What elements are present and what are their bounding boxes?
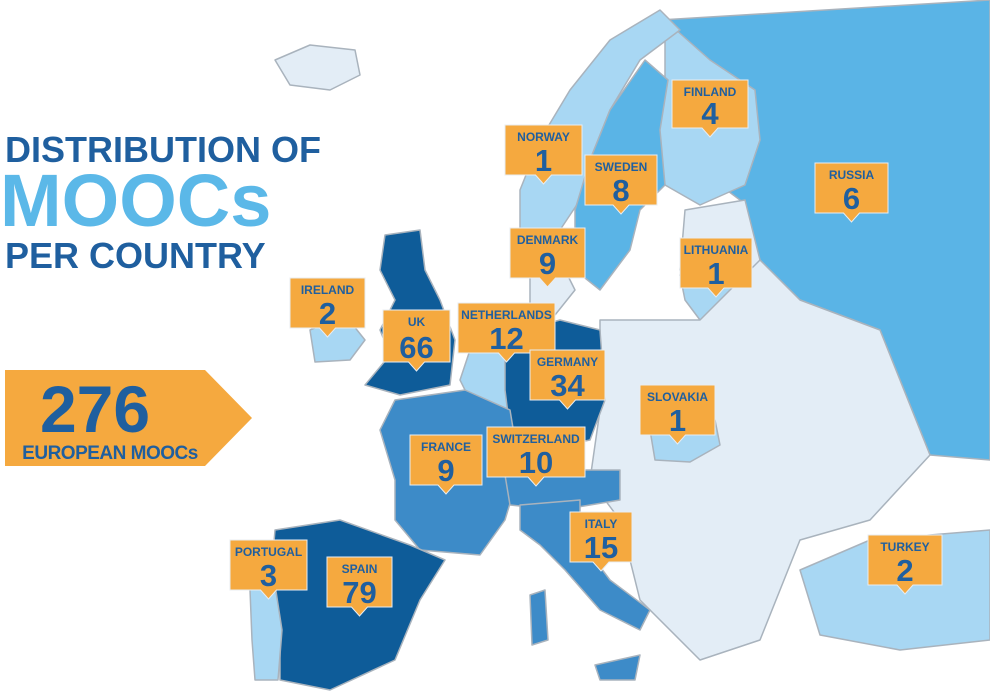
country-count: 1 — [707, 256, 724, 291]
country-count: 8 — [612, 173, 629, 208]
country-count: 79 — [342, 575, 376, 610]
label-box — [671, 79, 749, 138]
label-box — [486, 426, 586, 487]
country-name: PORTUGAL — [235, 545, 302, 559]
country-name: DENMARK — [517, 233, 579, 247]
country-count: 10 — [519, 445, 553, 480]
country-name: ITALY — [585, 517, 618, 531]
country-name: NETHERLANDS — [461, 308, 552, 322]
label-box — [529, 349, 606, 410]
country-name: SPAIN — [342, 562, 378, 576]
country-name: NORWAY — [517, 130, 570, 144]
country-count: 2 — [896, 553, 913, 588]
label-box — [504, 124, 583, 185]
country-count: 15 — [584, 530, 618, 565]
country-name: IRELAND — [301, 283, 355, 297]
title: DISTRIBUTION OF MOOCs PER COUNTRY — [0, 129, 321, 276]
country-name: SWITZERLAND — [492, 432, 580, 446]
label-box — [569, 511, 633, 572]
region-iceland — [274, 44, 361, 91]
country-count: 6 — [843, 181, 860, 216]
total-label: EUROPEAN MOOCs — [22, 443, 198, 464]
title-line-2: MOOCs — [0, 159, 271, 242]
country-name: RUSSIA — [829, 168, 875, 182]
label-box — [382, 309, 451, 372]
title-line-3: PER COUNTRY — [5, 235, 266, 276]
country-count: 34 — [550, 368, 585, 403]
country-count: 4 — [701, 96, 719, 131]
country-name: FRANCE — [421, 440, 471, 454]
region-sicily — [594, 654, 641, 681]
label-box — [457, 302, 556, 363]
country-name: SWEDEN — [595, 160, 648, 174]
country-name: FINLAND — [684, 85, 737, 99]
title-line-1: DISTRIBUTION OF — [5, 129, 321, 170]
total-banner: 276 EUROPEAN MOOCs — [5, 370, 252, 466]
country-name: LITHUANIA — [684, 243, 749, 257]
label-box — [814, 162, 889, 223]
country-name: SLOVAKIA — [647, 390, 708, 404]
region-sardinia — [529, 589, 549, 646]
region-portugal — [249, 584, 283, 681]
label-box — [289, 277, 366, 338]
label-box — [509, 227, 586, 288]
country-name: TURKEY — [880, 540, 929, 554]
country-count: 2 — [319, 296, 336, 331]
country-count: 9 — [539, 246, 556, 281]
label-box — [584, 154, 658, 215]
country-count: 9 — [437, 453, 454, 488]
country-name: GERMANY — [537, 355, 598, 369]
total-arrow — [5, 370, 252, 466]
country-count: 66 — [399, 330, 433, 365]
country-count: 3 — [260, 558, 277, 593]
label-box — [679, 237, 753, 298]
country-name: UK — [408, 315, 426, 329]
total-value: 276 — [40, 372, 150, 446]
label-box — [639, 384, 716, 445]
label-box — [867, 534, 943, 595]
country-count: 12 — [489, 321, 523, 356]
country-count: 1 — [535, 143, 552, 178]
label-box — [409, 434, 483, 495]
country-count: 1 — [669, 403, 686, 438]
label-box — [326, 556, 393, 617]
label-box — [229, 539, 308, 600]
